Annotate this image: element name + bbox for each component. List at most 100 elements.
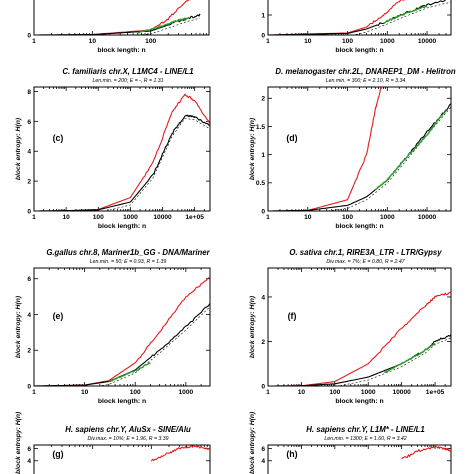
series-line-2 bbox=[108, 362, 151, 383]
panel-title: H. sapiens chr.Y, L1M* - LINE/L1 bbox=[306, 425, 424, 434]
y-axis-label: block entropy: H(n) bbox=[249, 411, 256, 474]
panel-subtitle: Len.min. = 300; E = 2.10, R = 3.34 bbox=[326, 78, 406, 84]
x-tick-label: 10000 bbox=[418, 38, 437, 45]
series-line-2 bbox=[375, 109, 447, 190]
x-tick-label: 1 bbox=[32, 214, 36, 221]
y-tick-label: 4 bbox=[27, 458, 31, 465]
x-tick-label: 100 bbox=[130, 389, 141, 396]
series-line-0 bbox=[34, 277, 210, 386]
panel-label: (g) bbox=[52, 449, 63, 459]
y-tick-label: 0 bbox=[27, 208, 31, 215]
series-line-0 bbox=[268, 87, 382, 211]
panel-title: G.gallus chr.8, Mariner1b_GG - DNA/Marin… bbox=[46, 248, 210, 257]
y-tick-label: 0 bbox=[27, 32, 31, 39]
plot-frame bbox=[33, 0, 210, 36]
panel-label: (d) bbox=[286, 133, 297, 143]
chart-panel-panel-f: 1 10 100 1000 10000 1e+05 0 2 4 O. sativa chr.1, … bbox=[249, 248, 452, 405]
y-tick-label: 0.5 bbox=[256, 180, 265, 187]
series-line-1 bbox=[268, 334, 451, 386]
x-tick-label: 1000 bbox=[361, 389, 376, 396]
panel-label: (f) bbox=[288, 311, 297, 321]
x-axis-label: block length: n bbox=[97, 47, 145, 54]
x-axis-label: block length: n bbox=[335, 47, 383, 54]
y-axis-label: block entropy: H(n) bbox=[249, 117, 256, 180]
y-axis-label: block entropy: H(n) bbox=[15, 411, 22, 474]
series-dashed-line bbox=[352, 1, 451, 35]
y-tick-label: 4 bbox=[27, 149, 31, 156]
series-line-1 bbox=[34, 13, 201, 35]
plot-frame bbox=[267, 444, 452, 474]
x-axis-label: block length: n bbox=[335, 223, 383, 230]
y-tick-label: 4 bbox=[261, 458, 265, 465]
chart-panel-panel-d: 1 10 100 1000 10000 0 0.5 1 1.5 2 D. melanogaster … bbox=[249, 67, 456, 230]
panel-subtitle: Div.max. = 7%; E = 0.80, R = 2.47 bbox=[326, 259, 405, 265]
x-tick-label: 1000 bbox=[380, 38, 395, 45]
y-tick-label: 2 bbox=[261, 339, 265, 346]
x-tick-label: 10 bbox=[304, 214, 312, 221]
y-tick-label: 8 bbox=[27, 89, 31, 96]
series-group bbox=[401, 446, 451, 460]
x-axis-label: block length: n bbox=[98, 223, 146, 230]
series-dashed-line bbox=[129, 17, 201, 35]
series-group bbox=[34, 0, 201, 35]
y-tick-label: 6 bbox=[27, 119, 31, 126]
y-tick-label: 0 bbox=[261, 208, 265, 215]
series-dashed-line bbox=[104, 118, 210, 211]
y-tick-label: 0 bbox=[261, 32, 265, 39]
x-tick-label: 10000 bbox=[392, 389, 411, 396]
x-tick-label: 10 bbox=[298, 389, 306, 396]
series-group bbox=[268, 291, 451, 386]
y-tick-label: 4 bbox=[261, 294, 265, 301]
y-axis-label: block entropy: H(n) bbox=[249, 295, 256, 358]
x-tick-label: 100 bbox=[145, 38, 156, 45]
panel-title: D. melanogaster chr.2L, DNAREP1_DM - Hel… bbox=[275, 67, 455, 76]
panel-label: (c) bbox=[53, 133, 64, 143]
plot-frame bbox=[33, 267, 211, 387]
x-tick-label: 1 bbox=[266, 389, 270, 396]
x-axis-label: block length: n bbox=[98, 398, 146, 405]
panel-title: C. familiaris chr.X, L1MC4 - LINE/L1 bbox=[62, 67, 193, 76]
panel-label: (h) bbox=[286, 449, 297, 459]
panel-subtitle: Len.min. = 50; E = 0.93, R = 1.39 bbox=[90, 259, 167, 265]
x-tick-label: 10000 bbox=[153, 214, 172, 221]
series-line-1 bbox=[34, 114, 210, 211]
y-tick-label: 2 bbox=[27, 348, 31, 355]
x-tick-label: 1e+05 bbox=[185, 214, 204, 221]
y-tick-label: 2 bbox=[261, 96, 265, 103]
series-line-0 bbox=[34, 0, 191, 35]
series-line-0 bbox=[150, 445, 210, 462]
y-axis-label: block entropy: H(n) bbox=[15, 295, 22, 358]
series-line-2 bbox=[137, 17, 190, 34]
series-group bbox=[34, 93, 210, 211]
y-tick-label: 6 bbox=[27, 276, 31, 283]
chart-panel-panel-g: 6 4 H. sapiens chr.Y, AluSx - SINE/Alu Div.… bbox=[15, 411, 211, 474]
y-tick-label: 0 bbox=[27, 383, 31, 390]
series-line-0 bbox=[268, 291, 451, 386]
chart-panel-panel-e: 1 10 100 1000 0 2 4 6 G.gallus chr.8, Mariner1b_… bbox=[15, 248, 211, 405]
plot-frame bbox=[267, 267, 452, 387]
y-tick-label: 1.5 bbox=[256, 124, 265, 131]
series-line-2 bbox=[383, 5, 428, 24]
x-tick-label: 1 bbox=[266, 38, 270, 45]
x-tick-label: 10 bbox=[89, 38, 97, 45]
y-tick-label: 0 bbox=[261, 383, 265, 390]
chart-panel-panel-h: 6 4 H. sapiens chr.Y, L1M* - LINE/L1 Len.mi… bbox=[249, 411, 452, 474]
panel-title: H. sapiens chr.Y, AluSx - SINE/Alu bbox=[65, 425, 191, 434]
panel-subtitle: Div.max. = 10%; E = 1.96, R = 3.39 bbox=[87, 436, 168, 442]
x-tick-label: 10 bbox=[81, 389, 89, 396]
series-group bbox=[268, 87, 451, 211]
panel-label: (e) bbox=[53, 311, 64, 321]
x-tick-label: 1 bbox=[32, 389, 36, 396]
plot-frame bbox=[267, 86, 452, 212]
x-tick-label: 100 bbox=[329, 389, 340, 396]
x-tick-label: 1e+05 bbox=[426, 389, 445, 396]
plot-frame bbox=[33, 444, 211, 474]
series-dashed-line bbox=[324, 106, 451, 211]
series-group bbox=[34, 277, 210, 386]
y-axis-label: block entropy: H(n) bbox=[15, 117, 22, 180]
x-tick-label: 100 bbox=[342, 38, 353, 45]
x-tick-label: 1000 bbox=[179, 389, 194, 396]
x-tick-label: 10 bbox=[304, 38, 312, 45]
